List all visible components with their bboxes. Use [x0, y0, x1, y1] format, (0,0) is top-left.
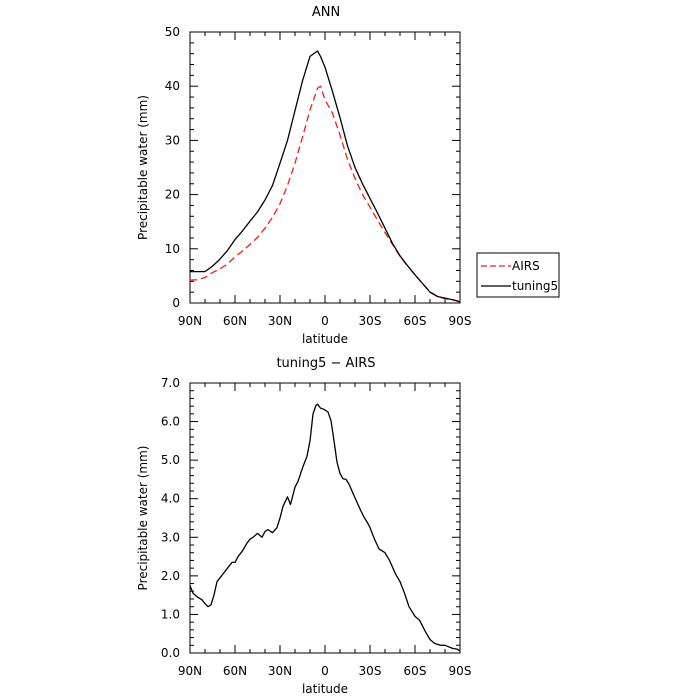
series-line-tuning5 — [190, 50, 461, 303]
y-tick-label: 0 — [172, 296, 180, 310]
y-tick-label: 3.0 — [161, 530, 180, 544]
x-tick-label: 30S — [359, 664, 382, 678]
x-tick-label: 30N — [268, 314, 292, 328]
legend: AIRS tuning5 — [476, 252, 560, 298]
y-tick-label: 30 — [165, 133, 180, 147]
y-axis-label: Precipitable water (mm) — [136, 95, 150, 240]
legend-label-AIRS: AIRS — [512, 259, 540, 273]
y-tick-label: 5.0 — [161, 453, 180, 467]
chart-difference: 90N 60N 30N 0 30S 60S 90S 0.0 1.0 2.0 3.0 4.0 5.0 6.0… — [136, 356, 471, 696]
x-tick-label: 60S — [404, 664, 427, 678]
series-line-difference — [189, 403, 461, 652]
y-tick-label: 1.0 — [161, 607, 180, 621]
y-tick-label: 40 — [165, 79, 180, 93]
x-tick-label: 90S — [449, 314, 472, 328]
legend-label-tuning5: tuning5 — [512, 279, 558, 293]
y-axis-label: Precipitable water (mm) — [136, 446, 150, 591]
plot-frame — [189, 31, 461, 304]
chart-ann: 90N 60N 30N 0 30S 60S 90S 0 10 20 30 40 50 ANN latitud… — [136, 5, 471, 346]
plot-frame — [189, 382, 461, 654]
x-tick-label: 0 — [321, 314, 329, 328]
series-line-AIRS — [189, 85, 461, 303]
chart-title: tuning5 − AIRS — [276, 356, 375, 371]
x-tick-label: 60N — [223, 664, 247, 678]
x-tick-label: 90S — [449, 664, 472, 678]
chart-title: ANN — [312, 5, 340, 20]
x-tick-label: 30S — [359, 314, 382, 328]
x-tick-label: 90N — [178, 314, 202, 328]
y-tick-label: 6.0 — [161, 415, 180, 429]
x-tick-label: 30N — [268, 664, 292, 678]
legend-box — [476, 252, 560, 298]
y-tick-label: 0.0 — [161, 646, 180, 660]
y-tick-label: 4.0 — [161, 492, 180, 506]
x-axis-label: latitude — [302, 682, 348, 696]
y-tick-label: 10 — [165, 242, 180, 256]
x-tick-label: 60N — [223, 314, 247, 328]
y-tick-label: 7.0 — [161, 376, 180, 390]
x-tick-label: 0 — [321, 664, 329, 678]
y-tick-label: 20 — [165, 188, 180, 202]
x-tick-label: 90N — [178, 664, 202, 678]
y-tick-label: 50 — [165, 25, 180, 39]
x-tick-label: 60S — [404, 314, 427, 328]
x-axis-label: latitude — [302, 332, 348, 346]
y-tick-label: 2.0 — [161, 569, 180, 583]
